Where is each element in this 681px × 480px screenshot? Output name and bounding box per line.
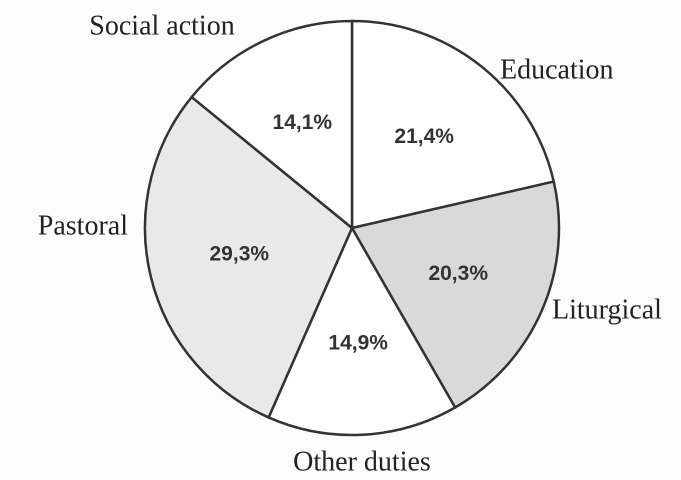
value-label: 14,9%: [328, 331, 388, 354]
value-label: 14,1%: [273, 111, 333, 134]
category-label: Education: [500, 54, 614, 85]
category-label: Social action: [89, 10, 234, 41]
category-label: Pastoral: [38, 210, 128, 241]
pie-slice: [190, 19, 354, 230]
pie-slice: [143, 95, 354, 419]
pie-slice: [350, 180, 561, 409]
category-label: Other duties: [293, 446, 431, 477]
category-label: Liturgical: [552, 294, 662, 325]
value-label: 29,3%: [210, 243, 270, 266]
pie-slice: [350, 19, 555, 230]
value-label: 21,4%: [394, 125, 454, 148]
value-label: 20,3%: [428, 262, 488, 285]
pie-slice: [267, 226, 457, 437]
